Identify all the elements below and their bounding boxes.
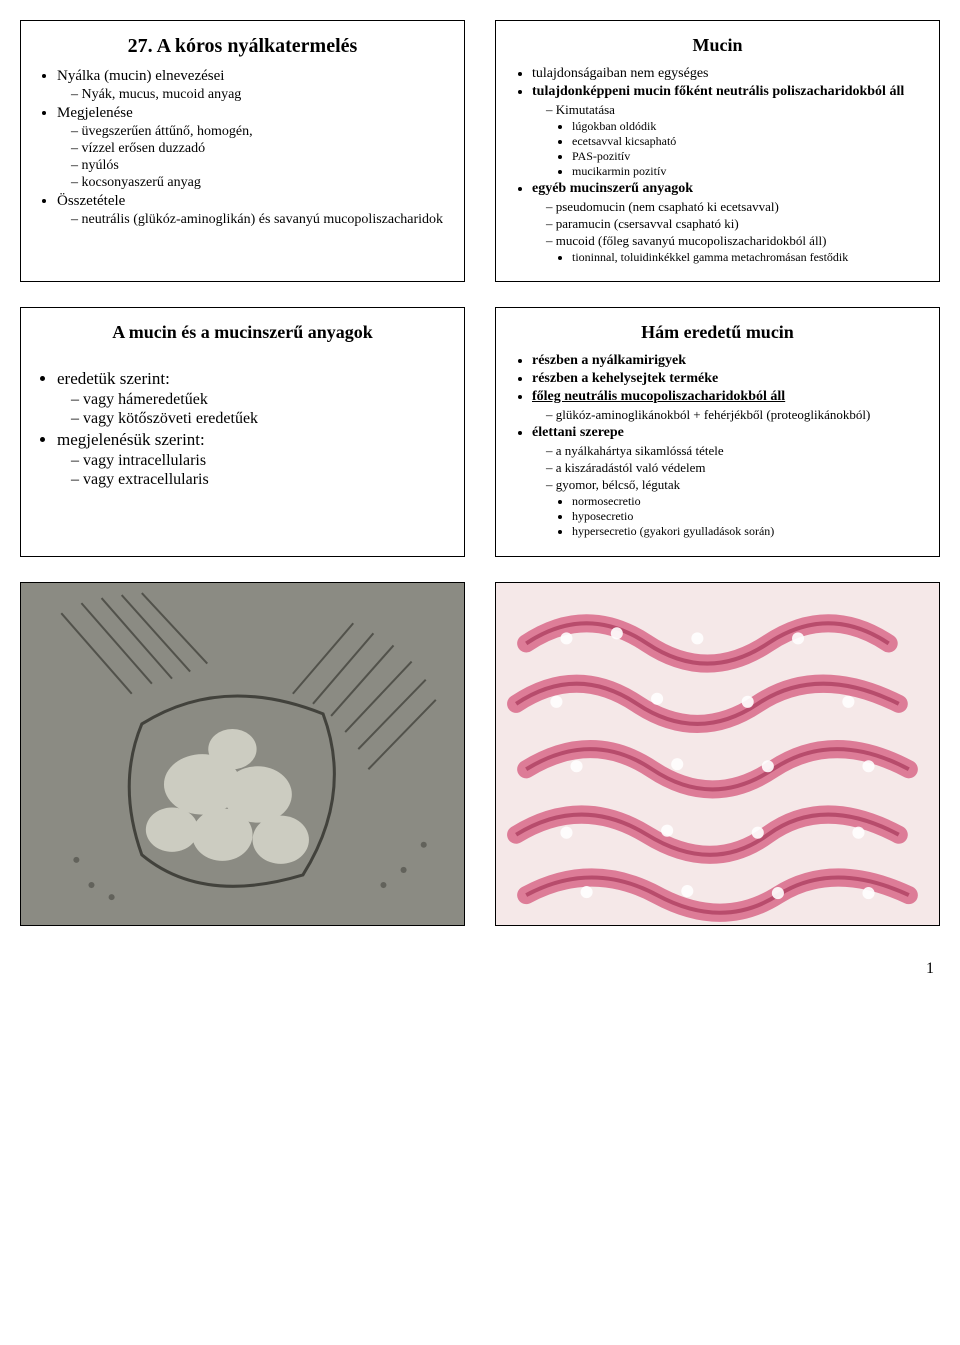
bullet: Megjelenése bbox=[57, 105, 448, 122]
bullet-list: tulajdonságaiban nem egységes tulajdonké… bbox=[512, 66, 923, 265]
sub-sub-bullet: hypersecretio (gyakori gyulladások során… bbox=[572, 524, 923, 539]
sub-bullet: vagy extracellularis bbox=[71, 471, 448, 489]
bullet: Összetétele bbox=[57, 193, 448, 210]
bullet: tulajdonságaiban nem egységes bbox=[532, 66, 923, 82]
slide-title: Hám eredetű mucin bbox=[512, 322, 923, 343]
bullet: élettani szerepe bbox=[532, 425, 923, 441]
slide-1: 27. A kóros nyálkatermelés Nyálka (mucin… bbox=[20, 20, 465, 282]
slide-5-em-image bbox=[20, 582, 465, 926]
sub-bullet: Nyák, mucus, mucoid anyag bbox=[71, 87, 448, 103]
sub-sub-bullet: normosecretio bbox=[572, 494, 923, 509]
sub-bullet: üvegszerűen áttűnő, homogén, bbox=[71, 124, 448, 140]
slide-title: A mucin és a mucinszerű anyagok bbox=[37, 322, 448, 343]
sub-bullet: a kiszáradástól való védelem bbox=[546, 460, 923, 476]
bullet: megjelenésük szerint: bbox=[57, 430, 448, 450]
slide-2: Mucin tulajdonságaiban nem egységes tula… bbox=[495, 20, 940, 282]
sub-bullet: vagy hámeredetűek bbox=[71, 391, 448, 409]
sub-bullet: paramucin (csersavval csapható ki) bbox=[546, 216, 923, 232]
sub-bullet: gyomor, bélcső, légutak bbox=[546, 477, 923, 493]
bullet: egyéb mucinszerű anyagok bbox=[532, 181, 923, 197]
slide-3: A mucin és a mucinszerű anyagok eredetük… bbox=[20, 307, 465, 557]
bullet: főleg neutrális mucopoliszacharidokból á… bbox=[532, 389, 923, 405]
bullet: tulajdonképpeni mucin főként neutrális p… bbox=[532, 84, 923, 100]
sub-bullet: nyúlós bbox=[71, 158, 448, 174]
slide-title: Mucin bbox=[512, 35, 923, 56]
bullet-list: Nyálka (mucin) elnevezései Nyák, mucus, … bbox=[37, 68, 448, 228]
slide-6-he-image bbox=[495, 582, 940, 926]
slide-title: 27. A kóros nyálkatermelés bbox=[37, 35, 448, 58]
bullet: részben a nyálkamirigyek bbox=[532, 353, 923, 369]
sub-sub-bullet: PAS-pozitív bbox=[572, 149, 923, 164]
em-micrograph-placeholder bbox=[21, 583, 464, 925]
bullet: Nyálka (mucin) elnevezései bbox=[57, 68, 448, 85]
page-number: 1 bbox=[20, 960, 940, 978]
bullet: eredetük szerint: bbox=[57, 369, 448, 389]
sub-bullet: Kimutatása bbox=[546, 102, 923, 118]
sub-bullet: vagy intracellularis bbox=[71, 452, 448, 470]
sub-sub-bullet: mucikarmin pozitív bbox=[572, 164, 923, 179]
bullet-list: eredetük szerint: vagy hámeredetűek vagy… bbox=[37, 369, 448, 489]
sub-bullet: vízzel erősen duzzadó bbox=[71, 141, 448, 157]
sub-bullet: pseudomucin (nem csapható ki ecetsavval) bbox=[546, 199, 923, 215]
bullet: részben a kehelysejtek terméke bbox=[532, 371, 923, 387]
sub-bullet: vagy kötőszöveti eredetűek bbox=[71, 410, 448, 428]
sub-bullet: a nyálkahártya sikamlóssá tétele bbox=[546, 443, 923, 459]
sub-bullet: glükóz-aminoglikánokból + fehérjékből (p… bbox=[546, 407, 923, 423]
bullet-list: részben a nyálkamirigyek részben a kehel… bbox=[512, 353, 923, 539]
sub-sub-bullet: hyposecretio bbox=[572, 509, 923, 524]
sub-sub-bullet: lúgokban oldódik bbox=[572, 119, 923, 134]
sub-sub-bullet: tioninnal, toluidinkékkel gamma metachro… bbox=[572, 250, 923, 265]
sub-bullet: mucoid (főleg savanyú mucopoliszacharido… bbox=[546, 233, 923, 249]
he-histology-placeholder bbox=[496, 583, 939, 925]
bullet-text: főleg neutrális mucopoliszacharidokból á… bbox=[532, 389, 785, 404]
sub-bullet: neutrális (glükóz-aminoglikán) és savany… bbox=[71, 212, 448, 228]
sub-bullet: kocsonyaszerű anyag bbox=[71, 175, 448, 191]
slide-4: Hám eredetű mucin részben a nyálkamirigy… bbox=[495, 307, 940, 557]
sub-sub-bullet: ecetsavval kicsapható bbox=[572, 134, 923, 149]
